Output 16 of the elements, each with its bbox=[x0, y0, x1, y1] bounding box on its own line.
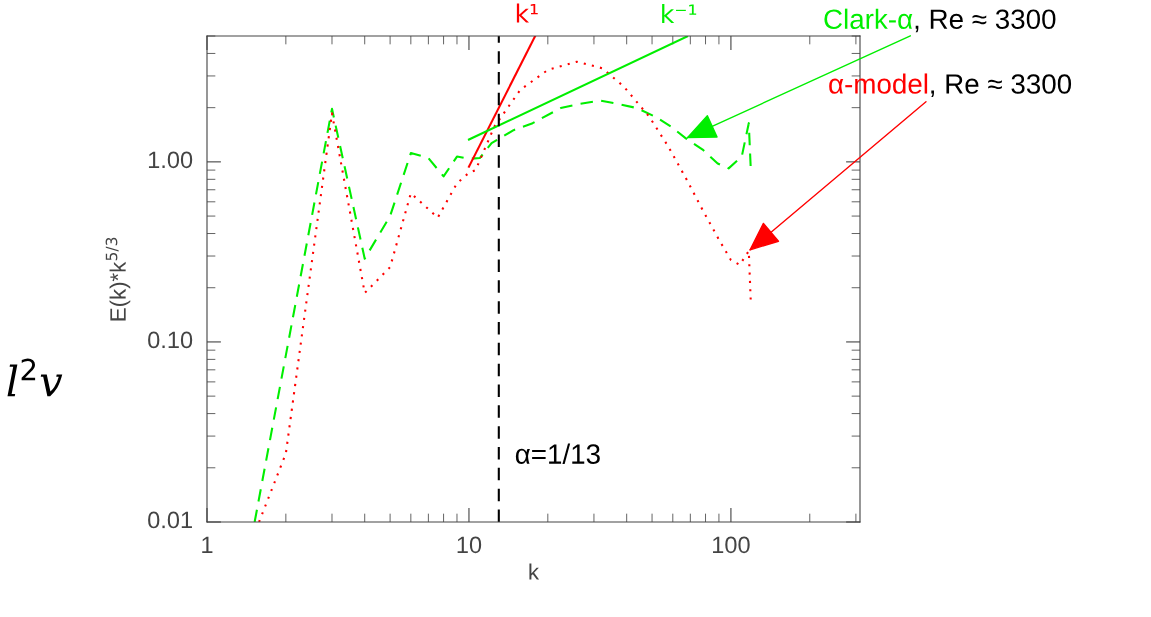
ref-line-label: α=1/13 bbox=[515, 443, 600, 464]
annotation: , Re ≈ 3300 bbox=[931, 74, 1072, 98]
series-label: k⁻¹ bbox=[662, 3, 697, 23]
annotation: , Re ≈ 3300 bbox=[915, 9, 1056, 33]
text: α-model bbox=[829, 73, 928, 94]
y-axis-title: E(k)*k$^{5/3}$ bbox=[105, 237, 131, 321]
x-tick-label: 1 bbox=[202, 536, 213, 553]
x-axis-title: k bbox=[529, 563, 540, 580]
text: l$^{2}$v bbox=[7, 358, 63, 397]
text: Clark-α bbox=[824, 8, 913, 30]
series-label: k¹ bbox=[516, 3, 538, 23]
x-tick-label: 100 bbox=[713, 536, 750, 554]
y-tick-label: 0.01 bbox=[148, 511, 192, 529]
y-tick-label: 0.10 bbox=[148, 331, 193, 349]
x-tick-label: 10 bbox=[457, 536, 482, 554]
y-tick-label: 1.00 bbox=[148, 151, 193, 169]
